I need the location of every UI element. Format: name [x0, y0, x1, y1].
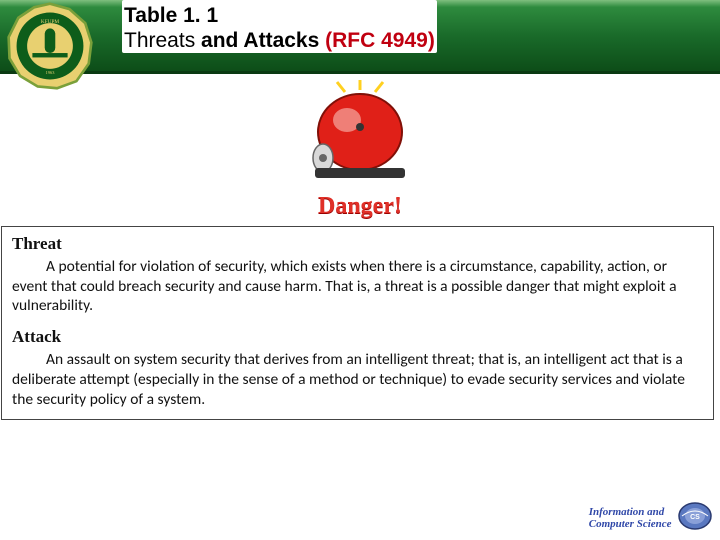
title-line1: Table 1. 1	[124, 3, 435, 28]
footer-badge-icon: CS	[678, 501, 712, 536]
title-rfc: (RFC 4949)	[325, 29, 435, 52]
footer-line2: Computer Science	[589, 518, 672, 530]
threat-body: A potential for violation of security, w…	[12, 257, 703, 316]
title-prefix: Threats	[124, 29, 201, 52]
danger-graphic: Danger!	[0, 74, 720, 224]
danger-label: Danger!	[0, 193, 720, 220]
definition-box: Threat A potential for violation of secu…	[1, 226, 714, 420]
university-seal: KFUPM 1963	[6, 2, 94, 90]
svg-text:KFUPM: KFUPM	[41, 19, 59, 25]
title-line2: Threats and Attacks (RFC 4949)	[124, 28, 435, 53]
svg-text:1963: 1963	[46, 70, 56, 75]
attack-title: Attack	[12, 326, 703, 348]
footer-department-logo: Information and Computer Science CS	[589, 501, 712, 536]
header-bar: KFUPM 1963 Table 1. 1 Threats and Attack…	[0, 0, 720, 74]
slide-title: Table 1. 1 Threats and Attacks (RFC 4949…	[122, 0, 437, 53]
footer-line1: Information and	[589, 506, 665, 518]
svg-text:CS: CS	[690, 514, 700, 521]
alarm-bell-icon	[285, 80, 435, 190]
threat-title: Threat	[12, 233, 703, 255]
title-bold: and Attacks	[201, 29, 325, 52]
attack-body: An assault on system security that deriv…	[12, 350, 703, 409]
footer-text: Information and Computer Science	[589, 507, 672, 530]
